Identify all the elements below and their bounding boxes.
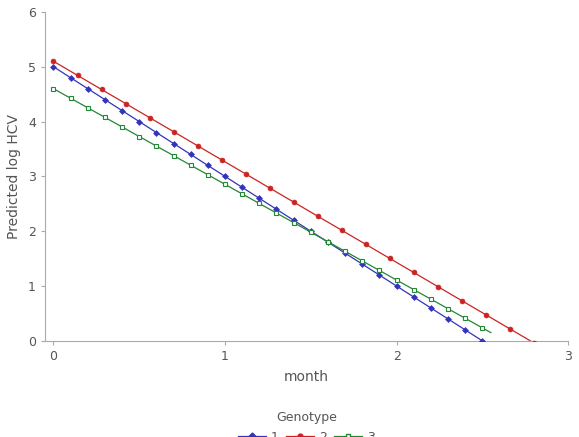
Legend: 1, 2, 3: 1, 2, 3 (233, 406, 380, 437)
Y-axis label: Predicted log HCV: Predicted log HCV (7, 114, 21, 239)
X-axis label: month: month (284, 370, 329, 384)
